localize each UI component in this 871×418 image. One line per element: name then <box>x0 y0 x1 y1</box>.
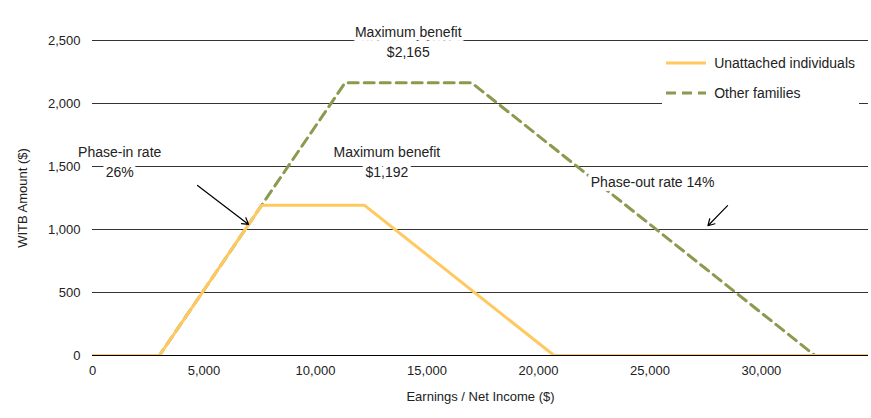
svg-text:500: 500 <box>59 285 81 300</box>
svg-text:Maximum benefit$1,192: Maximum benefit$1,192 <box>334 144 441 180</box>
svg-text:15,000: 15,000 <box>407 363 447 378</box>
svg-text:0: 0 <box>73 348 80 363</box>
svg-text:Earnings / Net Income ($): Earnings / Net Income ($) <box>406 389 554 404</box>
svg-text:Phase-in rate26%: Phase-in rate26% <box>78 144 161 180</box>
svg-text:2,000: 2,000 <box>48 96 81 111</box>
svg-text:Phase-out rate 14%: Phase-out rate 14% <box>591 174 715 190</box>
svg-text:Maximum benefit$2,165: Maximum benefit$2,165 <box>355 24 462 60</box>
html-text:Unattached individuals: Unattached individuals <box>714 55 855 71</box>
svg-text:10,000: 10,000 <box>296 363 336 378</box>
svg-text:1,000: 1,000 <box>48 222 81 237</box>
svg-text:5,000: 5,000 <box>188 363 221 378</box>
svg-text:WITB Amount ($): WITB Amount ($) <box>15 148 30 248</box>
svg-text:25,000: 25,000 <box>630 363 670 378</box>
svg-text:2,500: 2,500 <box>48 33 81 48</box>
svg-text:30,000: 30,000 <box>742 363 782 378</box>
html-text:Other families: Other families <box>714 85 801 101</box>
svg-text:0: 0 <box>89 363 96 378</box>
svg-text:1,500: 1,500 <box>48 159 81 174</box>
svg-text:20,000: 20,000 <box>519 363 559 378</box>
